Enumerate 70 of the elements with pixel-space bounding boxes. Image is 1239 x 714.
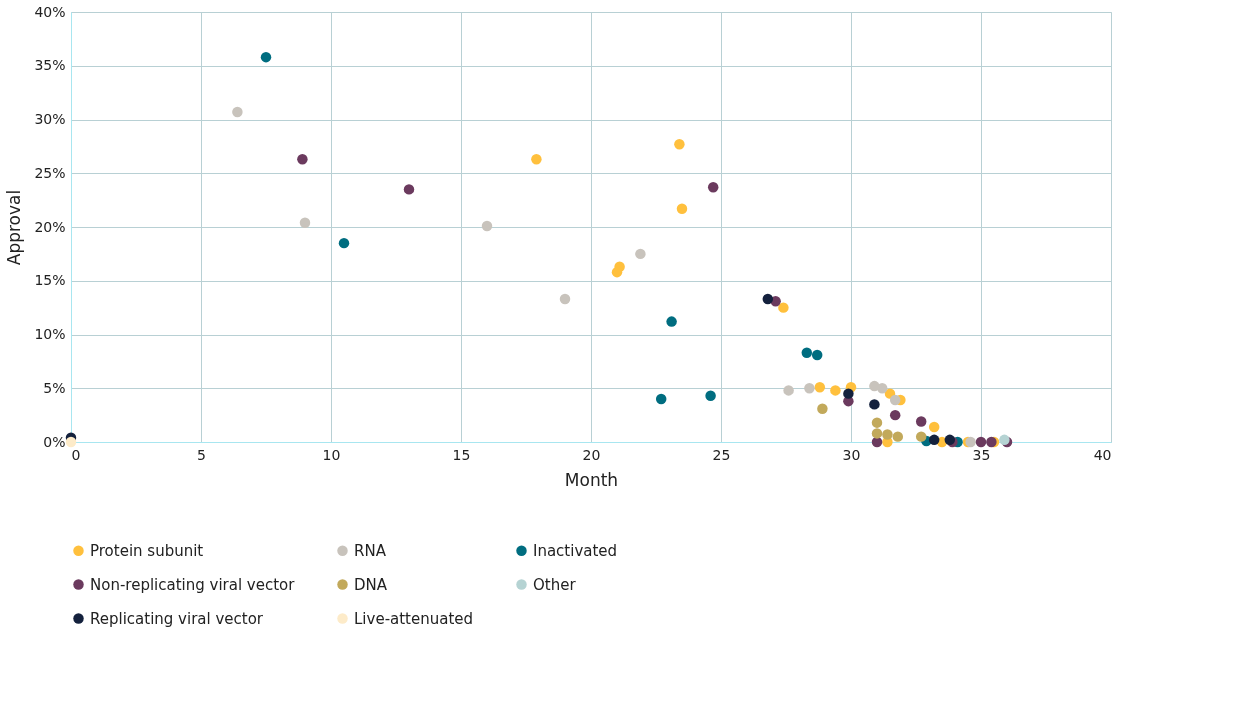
point bbox=[869, 399, 880, 410]
legend-label: Non-replicating viral vector bbox=[90, 575, 296, 594]
y-tick-label: 35% bbox=[34, 57, 66, 74]
point bbox=[928, 434, 940, 446]
y-tick-label: 5% bbox=[43, 379, 66, 396]
point bbox=[705, 390, 716, 402]
point bbox=[707, 181, 719, 193]
x-tick-label: 20 bbox=[582, 446, 601, 463]
legend-label: Live-attenuated bbox=[354, 609, 474, 628]
point bbox=[871, 428, 883, 439]
point bbox=[299, 217, 311, 228]
point bbox=[666, 316, 677, 327]
point bbox=[232, 106, 243, 118]
legend-label: Replicating viral vector bbox=[90, 609, 264, 628]
legend-label: Inactivated bbox=[533, 541, 618, 560]
point bbox=[889, 409, 901, 421]
x-tick-label: 40 bbox=[1093, 446, 1112, 463]
point bbox=[778, 302, 789, 313]
x-tick-label: 25 bbox=[712, 446, 731, 463]
point bbox=[975, 436, 987, 448]
y-tick-label: 30% bbox=[34, 111, 66, 127]
x-axis-title: Month bbox=[564, 469, 619, 490]
point bbox=[297, 154, 308, 165]
point bbox=[871, 436, 883, 448]
point bbox=[531, 154, 542, 165]
point bbox=[892, 431, 904, 442]
x-tick-label: 30 bbox=[842, 446, 861, 463]
point bbox=[882, 429, 893, 440]
point bbox=[611, 266, 623, 278]
point bbox=[889, 394, 901, 406]
point bbox=[674, 138, 685, 150]
y-tick-label: 40% bbox=[34, 3, 66, 20]
legend-label: Other bbox=[533, 575, 577, 594]
point bbox=[260, 51, 272, 63]
point bbox=[811, 349, 823, 361]
point bbox=[676, 203, 688, 214]
point bbox=[915, 416, 927, 427]
point bbox=[830, 385, 841, 396]
point bbox=[817, 403, 828, 414]
y-tick-label: 0% bbox=[43, 433, 66, 450]
y-tick-label: 15% bbox=[34, 272, 66, 289]
x-tick-label: 5 bbox=[197, 446, 206, 463]
y-axis-title: Approval bbox=[4, 189, 25, 266]
legend-label: Protein subunit bbox=[90, 541, 204, 560]
point bbox=[843, 388, 854, 399]
x-tick-label: 35 bbox=[972, 446, 991, 463]
point bbox=[559, 293, 571, 305]
point bbox=[804, 383, 815, 394]
point bbox=[783, 385, 794, 396]
point bbox=[814, 381, 826, 393]
point bbox=[655, 393, 667, 405]
x-tick-label: 0 bbox=[71, 446, 81, 463]
legend-label: DNA bbox=[354, 575, 388, 594]
legend-label: RNA bbox=[354, 541, 387, 560]
point bbox=[65, 436, 77, 448]
y-tick-label: 25% bbox=[34, 164, 66, 181]
point bbox=[338, 237, 350, 249]
x-tick-label: 15 bbox=[452, 446, 471, 463]
point bbox=[635, 248, 646, 260]
point bbox=[928, 421, 940, 433]
point bbox=[801, 347, 813, 359]
x-tick-label: 10 bbox=[322, 446, 341, 463]
point bbox=[876, 383, 888, 394]
y-tick-label: 10% bbox=[34, 326, 66, 342]
point bbox=[915, 431, 927, 442]
point bbox=[762, 293, 774, 305]
point bbox=[403, 184, 415, 195]
point bbox=[871, 417, 883, 428]
y-tick-label: 20% bbox=[34, 218, 66, 235]
point bbox=[481, 220, 493, 232]
